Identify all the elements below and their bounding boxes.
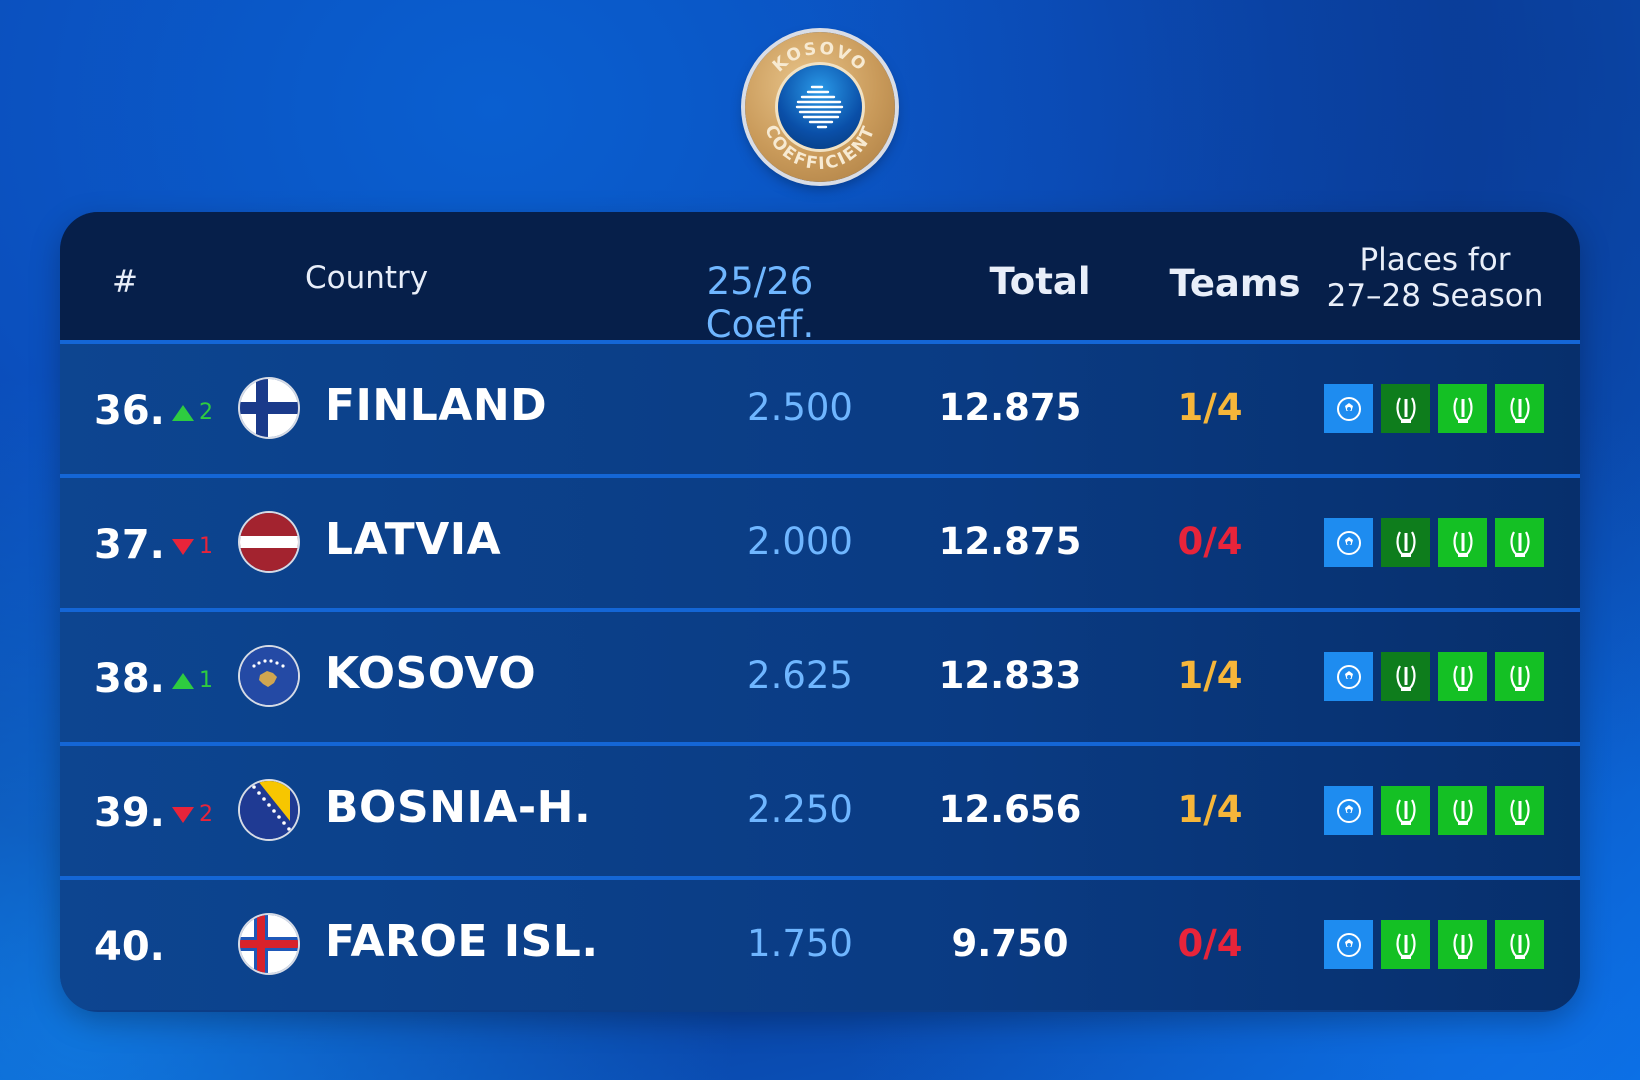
header-total: Total	[989, 260, 1091, 303]
rank-move-count: 2	[199, 400, 213, 425]
header-places-line2: 27–28 Season	[1326, 278, 1544, 314]
coeff-value: 2.000	[747, 520, 853, 563]
logo-ring: KOSOVO COEFFICIENT	[760, 39, 877, 175]
country-name: FAROE ISL.	[325, 916, 599, 967]
teams-value: 1/4	[1177, 386, 1243, 429]
champions-league-icon	[1324, 384, 1373, 433]
champions-league-icon	[1324, 652, 1373, 701]
header-teams: Teams	[1169, 262, 1301, 305]
rank: 40.	[94, 924, 165, 970]
champions-league-icon	[1324, 786, 1373, 835]
total-value: 9.750	[951, 922, 1069, 965]
kosovo-map-icon	[795, 85, 844, 129]
country-name: BOSNIA-H.	[325, 782, 592, 833]
table-row: 39. 2 BOSNIA-H. 2.250 12.656 1/4	[60, 746, 1580, 880]
rank-move-up: 2	[172, 400, 213, 425]
coefficient-table: # Country 25/26 Coeff. Total Teams Place…	[60, 212, 1580, 1012]
coeff-value: 2.625	[747, 654, 853, 697]
rank: 37.	[94, 522, 165, 568]
rank-move-up: 1	[172, 668, 213, 693]
table-row: 36. 2 FINLAND 2.500 12.875 1/4	[60, 344, 1580, 478]
conference-league-icon	[1495, 786, 1544, 835]
places-slots	[1324, 518, 1544, 567]
latvia-flag-icon	[240, 513, 298, 571]
conference-league-icon	[1495, 384, 1544, 433]
places-slots	[1324, 652, 1544, 701]
kosovo-coefficient-logo: KOSOVO COEFFICIENT	[745, 32, 895, 182]
conference-league-icon	[1438, 518, 1487, 567]
places-slots	[1324, 920, 1544, 969]
country-name: LATVIA	[325, 514, 502, 565]
europa-league-icon	[1381, 652, 1430, 701]
header-places-line1: Places for	[1359, 242, 1511, 278]
coeff-value: 1.750	[747, 922, 853, 965]
teams-value: 0/4	[1177, 520, 1243, 563]
conference-league-icon	[1438, 384, 1487, 433]
coeff-value: 2.500	[747, 386, 853, 429]
header-country: Country	[305, 260, 429, 296]
conference-league-icon	[1381, 786, 1430, 835]
rank: 36.	[94, 388, 165, 434]
rank: 39.	[94, 790, 165, 836]
table-row: 38. 1 KOSOVO 2.625 12.833 1/4	[60, 612, 1580, 746]
table-row: 40. FAROE ISL. 1.750 9.750 0/4	[60, 880, 1580, 1010]
rank-move-count: 1	[199, 534, 213, 559]
country-name: FINLAND	[325, 380, 548, 431]
rank-move-count: 2	[199, 802, 213, 827]
logo-emblem	[778, 65, 862, 149]
finland-flag-icon	[240, 379, 298, 437]
arrow-up-icon	[172, 404, 194, 421]
rank-move-count: 1	[199, 668, 213, 693]
europa-league-icon	[1381, 384, 1430, 433]
bosnia-flag-icon	[240, 781, 298, 839]
arrow-down-icon	[172, 538, 194, 555]
teams-value: 1/4	[1177, 654, 1243, 697]
faroe-flag-icon	[240, 915, 298, 973]
conference-league-icon	[1438, 920, 1487, 969]
champions-league-icon	[1324, 518, 1373, 567]
conference-league-icon	[1381, 920, 1430, 969]
teams-value: 0/4	[1177, 922, 1243, 965]
rank-move-down: 1	[172, 534, 213, 559]
table-header: # Country 25/26 Coeff. Total Teams Place…	[60, 212, 1580, 346]
arrow-up-icon	[172, 672, 194, 689]
header-rank: #	[112, 264, 138, 300]
places-slots	[1324, 384, 1544, 433]
teams-value: 1/4	[1177, 788, 1243, 831]
conference-league-icon	[1495, 652, 1544, 701]
conference-league-icon	[1495, 920, 1544, 969]
arrow-down-icon	[172, 806, 194, 823]
table-row: 37. 1 LATVIA 2.000 12.875 0/4	[60, 478, 1580, 612]
header-coeff: 25/26 Coeff.	[705, 260, 815, 346]
total-value: 12.875	[938, 386, 1082, 429]
header-places: Places for 27–28 Season	[1310, 242, 1560, 314]
conference-league-icon	[1438, 786, 1487, 835]
total-value: 12.833	[938, 654, 1082, 697]
total-value: 12.875	[938, 520, 1082, 563]
total-value: 12.656	[938, 788, 1082, 831]
kosovo-flag-icon	[240, 647, 298, 705]
conference-league-icon	[1495, 518, 1544, 567]
europa-league-icon	[1381, 518, 1430, 567]
country-name: KOSOVO	[325, 648, 537, 699]
conference-league-icon	[1438, 652, 1487, 701]
rank-move-down: 2	[172, 802, 213, 827]
rank: 38.	[94, 656, 165, 702]
champions-league-icon	[1324, 920, 1373, 969]
coeff-value: 2.250	[747, 788, 853, 831]
places-slots	[1324, 786, 1544, 835]
